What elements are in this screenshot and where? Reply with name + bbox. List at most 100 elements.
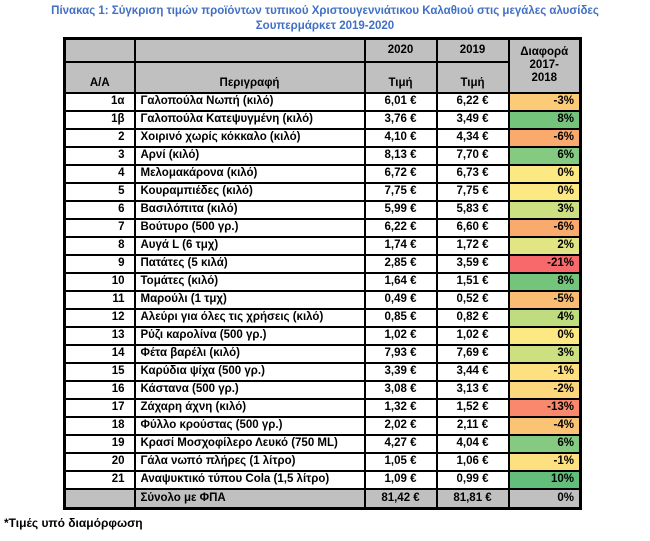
product-description: Κρασί Μοσχοφίλερο Λευκό (750 ML) [133,433,366,454]
row-number: 20 [63,451,136,472]
product-description: Αναψυκτικό τύπου Cola (1,5 λίτρο) [133,469,366,490]
price-2019: 0,99 € [435,469,510,490]
price-2019: 1,72 € [435,235,510,256]
footnote: *Τιμές υπό διαμόρφωση [4,515,143,530]
price-2019: 2,11 € [435,415,510,436]
row-number: 1β [63,109,136,130]
price-2019: 0,52 € [435,289,510,310]
table-row: 10 Τομάτες (κιλό) 1,64 € 1,51 € 8% [63,271,582,292]
product-description: Μελομακάρονα (κιλό) [133,163,366,184]
row-number: 7 [63,217,136,238]
row-number: 3 [63,145,136,166]
row-number: 18 [63,415,136,436]
product-description: Ζάχαρη άχνη (κιλό) [133,397,366,418]
table-row: 8 Αυγά L (6 τμχ) 1,74 € 1,72 € 2% [63,235,582,256]
row-number: 11 [63,289,136,310]
row-number: 17 [63,397,136,418]
product-description: Πατάτες (5 κιλά) [133,253,366,274]
table-row: 7 Βούτυρο (500 γρ.) 6,22 € 6,60 € -6% [63,217,582,238]
table-row: 12 Αλεύρι για όλες τις χρήσεις (κιλό) 0,… [63,307,582,328]
table-row: 1β Γαλοπούλα Κατεψυγμένη (κιλό) 3,76 € 3… [63,109,582,130]
price-2020: 8,13 € [363,145,438,166]
table-row: 20 Γάλα νωπό πλήρες (1 λίτρο) 1,05 € 1,0… [63,451,582,472]
table-row: 15 Καρύδια ψίχα (500 γρ.) 3,39 € 3,44 € … [63,361,582,382]
table-row: 4 Μελομακάρονα (κιλό) 6,72 € 6,73 € 0% [63,163,582,184]
product-description: Βασιλόπιτα (κιλό) [133,199,366,220]
total-price-2019: 81,81 € [435,487,510,510]
price-2019: 5,83 € [435,199,510,220]
diff-percent: -4% [507,415,582,436]
price-2020: 0,85 € [363,307,438,328]
header-empty-cell [133,37,366,63]
price-2019: 7,75 € [435,181,510,202]
header-aa: Α/Α [63,60,136,94]
product-description: Γάλα νωπό πλήρες (1 λίτρο) [133,451,366,472]
row-number: 10 [63,271,136,292]
price-2020: 6,22 € [363,217,438,238]
price-2019: 7,70 € [435,145,510,166]
row-number: 16 [63,379,136,400]
diff-percent: -13% [507,397,582,418]
table-row: 9 Πατάτες (5 κιλά) 2,85 € 3,59 € -21% [63,253,582,274]
price-2020: 1,32 € [363,397,438,418]
total-label: Σύνολο με ΦΠΑ [133,487,366,510]
product-description: Βούτυρο (500 γρ.) [133,217,366,238]
price-2020: 5,99 € [363,199,438,220]
price-2020: 6,01 € [363,91,438,112]
price-2020: 1,05 € [363,451,438,472]
diff-percent: 0% [507,181,582,202]
diff-percent: 4% [507,307,582,328]
price-2019: 6,73 € [435,163,510,184]
diff-percent: 8% [507,109,582,130]
header-empty-cell [63,37,136,63]
product-description: Γαλοπούλα Κατεψυγμένη (κιλό) [133,109,366,130]
price-2019: 3,59 € [435,253,510,274]
product-description: Κουραμπιέδες (κιλό) [133,181,366,202]
product-description: Μαρούλι (1 τμχ) [133,289,366,310]
price-2020: 1,74 € [363,235,438,256]
header-diff: Διαφορά 2017- 2018 [507,37,582,94]
price-2020: 1,09 € [363,469,438,490]
product-description: Τομάτες (κιλό) [133,271,366,292]
table-row: 16 Κάστανα (500 γρ.) 3,08 € 3,13 € -2% [63,379,582,400]
row-number: 6 [63,199,136,220]
table-row: 2 Χοιρινό χωρίς κόκκαλο (κιλό) 4,10 € 4,… [63,127,582,148]
price-2019: 1,51 € [435,271,510,292]
product-description: Αρνί (κιλό) [133,145,366,166]
price-2020: 3,08 € [363,379,438,400]
total-diff-percent: 0% [507,487,582,510]
row-number: 5 [63,181,136,202]
diff-percent: -3% [507,91,582,112]
header-description: Περιγραφή [133,60,366,94]
table-row: 1α Γαλοπούλα Νωπή (κιλό) 6,01 € 6,22 € -… [63,91,582,112]
price-2020: 1,64 € [363,271,438,292]
diff-percent: -6% [507,217,582,238]
product-description: Αυγά L (6 τμχ) [133,235,366,256]
table-caption: Πίνακας 1: Σύγκριση τιμών προϊόντων τυπι… [0,4,650,34]
product-description: Κάστανα (500 γρ.) [133,379,366,400]
row-number: 9 [63,253,136,274]
price-2020: 6,72 € [363,163,438,184]
price-2019: 7,69 € [435,343,510,364]
total-price-2020: 81,42 € [363,487,438,510]
row-number: 2 [63,127,136,148]
price-2020: 4,27 € [363,433,438,454]
diff-percent: 0% [507,163,582,184]
product-description: Φύλλο κρούστας (500 γρ.) [133,415,366,436]
product-description: Φέτα βαρέλι (κιλό) [133,343,366,364]
price-2019: 6,22 € [435,91,510,112]
header-year-2019: 2019 [435,37,510,63]
row-number: 14 [63,343,136,364]
diff-percent: -1% [507,361,582,382]
row-number: 1α [63,91,136,112]
price-2019: 4,04 € [435,433,510,454]
product-description: Χοιρινό χωρίς κόκκαλο (κιλό) [133,127,366,148]
diff-percent: 2% [507,235,582,256]
header-price-2020: Τιμή [363,60,438,94]
diff-percent: 3% [507,343,582,364]
price-2019: 1,06 € [435,451,510,472]
row-number: 19 [63,433,136,454]
table-row: 18 Φύλλο κρούστας (500 γρ.) 2,02 € 2,11 … [63,415,582,436]
product-description: Αλεύρι για όλες τις χρήσεις (κιλό) [133,307,366,328]
price-comparison-table: 2020 2019 Διαφορά 2017- 2018 Α/Α Περιγρα… [63,36,582,510]
